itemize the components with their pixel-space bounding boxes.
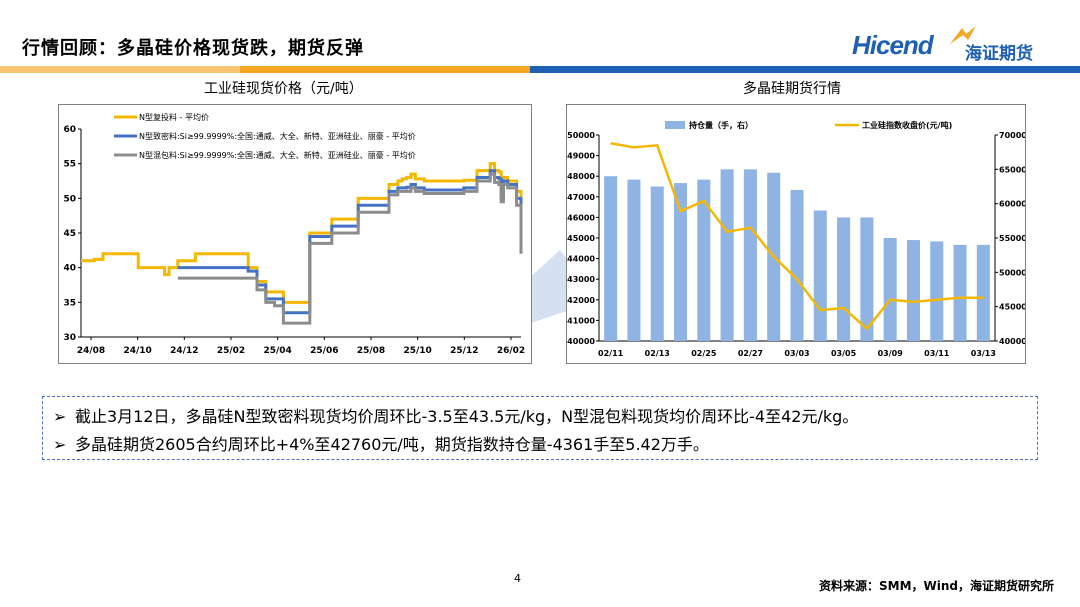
chart2-left-tick-label: 47000 [567, 193, 595, 202]
bullet-arrow-icon: ➢ [53, 435, 67, 454]
chart2-right-tick-label: 70000 [999, 131, 1025, 140]
chart2-x-tick-label: 03/03 [784, 349, 809, 358]
chart1-y-tick-label: 60 [63, 125, 76, 135]
chart1-x-tick-label: 25/06 [310, 346, 338, 356]
chart2-x-tick-label: 02/13 [645, 349, 670, 358]
chart2-left-tick-label: 46000 [567, 213, 595, 222]
note-line-2: ➢ 多晶硅期货2605合约周环比+4%至42760元/吨，期货指数持仓量-4361… [53, 431, 709, 455]
chart1-x-tick-label: 24/08 [77, 346, 105, 356]
chart2-bar [697, 179, 711, 341]
chart1-y-tick-label: 40 [63, 264, 76, 274]
chart1-y-tick-label: 50 [63, 194, 76, 204]
chart1-x-tick-label: 25/08 [357, 346, 385, 356]
chart2-bar [743, 169, 757, 341]
chart1-x-tick-label: 26/02 [497, 346, 525, 356]
chart1-frame: 30 35 40 45 50 55 60 24/08 24/10 24/12 25/02 25/04 2… [58, 104, 532, 364]
chart2-right-tick-label: 40000 [999, 337, 1025, 346]
source-note: 资料来源：SMM，Wind，海证期货研究所 [818, 579, 1054, 593]
chart1-y-tick-label: 55 [63, 160, 76, 170]
chart2-x-tick-label: 02/11 [598, 349, 624, 358]
chart2-x-tick-label: 02/25 [691, 349, 717, 358]
chart2-bar [627, 179, 641, 341]
chart2-legend-label-bar: 持仓量（手，右） [689, 120, 753, 130]
chart2-bar [650, 186, 664, 341]
chart2-left-tick-label: 44000 [567, 255, 595, 264]
logo-swoosh-icon [950, 26, 976, 44]
chart1-series-line-1 [81, 162, 523, 304]
page-title: 行情回顾：多晶硅价格现货跌，期货反弹 [22, 38, 364, 59]
chart2-bar [813, 210, 827, 341]
chart2-bar [883, 238, 897, 341]
note-text-2: 多晶硅期货2605合约周环比+4%至42760元/吨，期货指数持仓量-4361手… [75, 435, 709, 454]
chart2-left-tick-label: 40000 [567, 337, 595, 346]
company-logo: Hicend 海证期货 [852, 26, 1052, 66]
chart1-x-tick-label: 24/12 [170, 346, 198, 356]
chart2-bar [790, 189, 804, 341]
chart2-left-tick-label: 48000 [567, 172, 595, 181]
chart2-bar [837, 217, 851, 341]
chart2-bar [953, 244, 967, 341]
chart2-bar [720, 169, 734, 341]
chart2-frame: 40000 41000 42000 43000 44000 45000 46000 47000… [566, 104, 1027, 364]
chart2-bar [930, 241, 944, 341]
chart2-left-tick-label: 42000 [567, 296, 595, 305]
chart2-x-tick-label: 03/13 [971, 349, 996, 358]
futures-chart: 40000 41000 42000 43000 44000 45000 46000 47000… [567, 120, 1027, 358]
chart1-legend-label-3: N型混包料:Si≥99.9999%:全国:通威、大全、新特、亚洲硅业、丽豪 - … [139, 150, 416, 160]
chart2-right-tick-label: 45000 [999, 303, 1025, 312]
chart2-right-tick-label: 65000 [999, 165, 1025, 174]
chart2-right-tick-label: 50000 [999, 268, 1025, 277]
chart1-y-tick-label: 45 [63, 229, 76, 239]
chart1-x-tick-label: 24/10 [123, 346, 151, 356]
chart2-bar [604, 176, 618, 341]
chart2-left-tick-label: 41000 [567, 316, 595, 325]
logo-text-cn: 海证期货 [965, 44, 1033, 64]
chart2-x-tick-label: 03/09 [878, 349, 904, 358]
chart1-legend-label-1: N型复投料 - 平均价 [139, 112, 209, 122]
note-text-1: 截止3月12日，多晶硅N型致密料现货均价周环比-3.5至43.5元/kg，N型混… [75, 407, 859, 426]
page-number: 4 [514, 572, 521, 585]
chart1-x-tick-label: 25/10 [403, 346, 431, 356]
chart1-y-tick-label: 30 [63, 333, 76, 343]
chart2-x-tick-label: 03/11 [924, 349, 950, 358]
chart1-y-tick-label: 35 [63, 298, 76, 308]
chart2-bar [674, 183, 688, 341]
chart1-series-line-3 [177, 172, 523, 325]
chart2-series-line [610, 142, 984, 331]
chart1-x-tick-label: 25/04 [263, 346, 291, 356]
chart2-left-tick-label: 45000 [567, 234, 595, 243]
chart2-left-tick-label: 50000 [567, 131, 595, 140]
spot-price-chart: 30 35 40 45 50 55 60 24/08 24/10 24/12 25/02 25/04 2… [63, 112, 525, 356]
chart1-x-tick-label: 25/02 [217, 346, 245, 356]
bullet-arrow-icon: ➢ [53, 407, 67, 426]
logo-text-en: Hicend [852, 30, 934, 60]
chart2-bar [860, 217, 874, 341]
chart2-right-tick-label: 60000 [999, 200, 1025, 209]
chart1-legend-label-2: N型致密料:Si≥99.9999%:全国:通威、大全、新特、亚洲硅业、丽豪 - … [139, 131, 416, 141]
chart2-legend-label-line: 工业硅指数收盘价(元/吨) [862, 120, 952, 130]
chart2-bar [976, 244, 990, 341]
chart2-title: 多晶硅期货行情 [743, 81, 841, 97]
chart1-title: 工业硅现货价格（元/吨） [204, 81, 363, 97]
chart2-legend-swatch-bar [665, 121, 685, 129]
chart2-left-tick-label: 49000 [567, 152, 595, 161]
chart2-right-tick-label: 55000 [999, 234, 1025, 243]
chart2-x-tick-label: 02/27 [738, 349, 763, 358]
note-line-1: ➢ 截止3月12日，多晶硅N型致密料现货均价周环比-3.5至43.5元/kg，N型… [53, 403, 858, 427]
chart1-x-tick-label: 25/12 [450, 346, 478, 356]
chart2-left-tick-label: 43000 [567, 275, 595, 284]
chart2-x-tick-label: 03/05 [831, 349, 857, 358]
header-divider-bar [0, 66, 1080, 73]
summary-notes: ➢ 截止3月12日，多晶硅N型致密料现货均价周环比-3.5至43.5元/kg，N型… [42, 396, 1038, 460]
chart2-bar [906, 240, 920, 341]
